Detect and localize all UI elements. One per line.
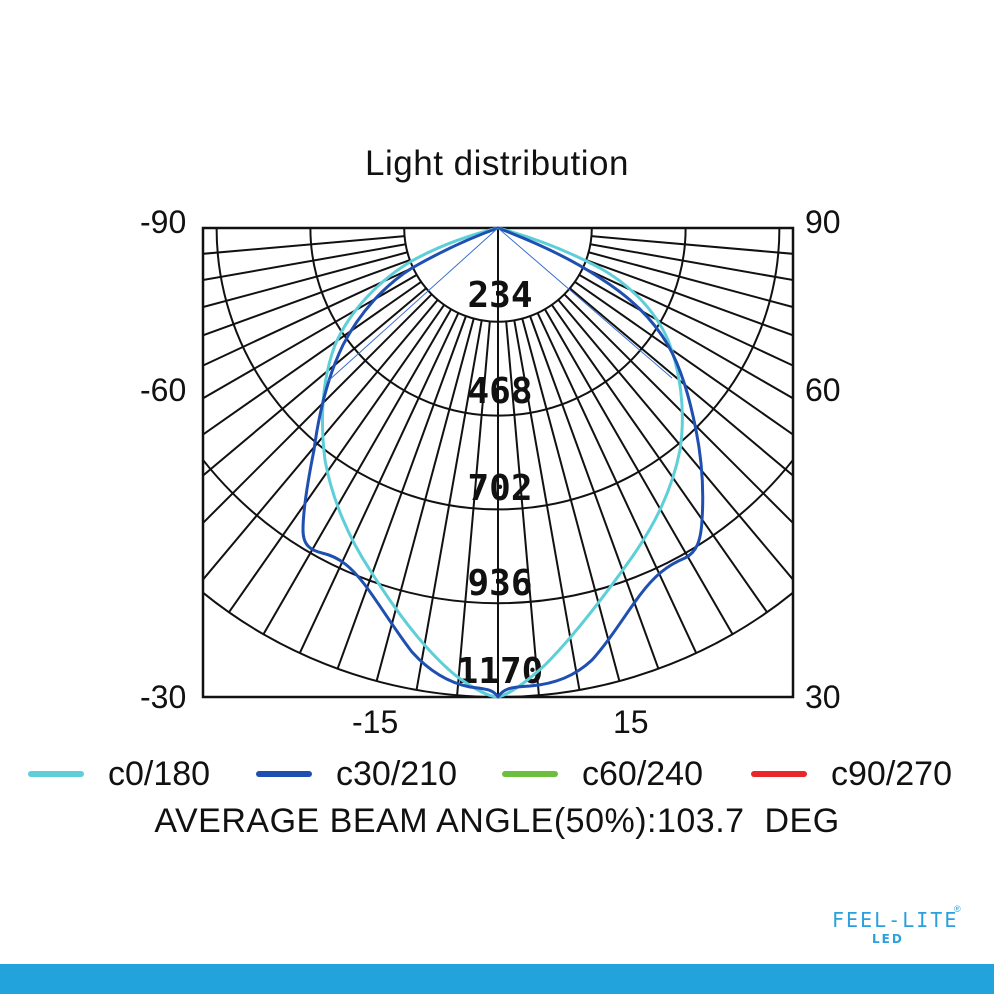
- axis-label-left-60: -60: [140, 372, 187, 408]
- legend-item-c60-240: c60/240: [502, 754, 703, 794]
- axis-label-bottom-neg15: -15: [352, 704, 399, 740]
- ring-label-702: 702: [467, 468, 532, 509]
- brand-logo: FEEL-LITE ® LED: [832, 904, 962, 950]
- beam-angle-annotation: AVERAGE BEAM ANGLE(50%):103.7 DEG: [154, 802, 840, 840]
- ring-label-468: 468: [467, 371, 532, 412]
- legend-swatch-c0-180: [28, 771, 84, 777]
- chart-title: Light distribution: [365, 144, 629, 183]
- legend-swatch-c60-240: [502, 771, 558, 777]
- legend-item-c0-180: c0/180: [28, 754, 210, 794]
- legend-item-c90-270: c90/270: [751, 754, 952, 794]
- logo-text: FEEL-LITE: [832, 908, 959, 932]
- axis-label-right-60: 60: [805, 372, 841, 408]
- curve-c30-210: [301, 226, 705, 699]
- thin-reference-lines: [326, 227, 673, 383]
- legend-swatch-c90-270: [751, 771, 807, 777]
- series-c30-210: [301, 226, 705, 699]
- axis-label-left-30: -30: [140, 679, 187, 715]
- axis-label-left-90: -90: [140, 204, 187, 240]
- polar-grid: [203, 228, 793, 697]
- legend-item-c30-210: c30/210: [256, 754, 457, 794]
- ring-label-234: 234: [467, 275, 532, 316]
- ring-label-936: 936: [467, 563, 532, 604]
- legend-label: c90/270: [831, 754, 952, 793]
- bottom-bar: [0, 964, 994, 994]
- axis-label-right-30: 30: [805, 679, 841, 715]
- legend-swatch-c30-210: [256, 771, 312, 777]
- legend-label: c60/240: [582, 754, 703, 793]
- axis-label-bottom-15: 15: [613, 704, 649, 740]
- legend-label: c30/210: [336, 754, 457, 793]
- logo-subtext: LED: [872, 932, 904, 946]
- legend-label: c0/180: [108, 754, 211, 793]
- legend: c0/180 c30/210 c60/240 c90/270: [0, 754, 994, 794]
- registered-mark-icon: ®: [954, 904, 961, 914]
- axis-label-right-90: 90: [805, 204, 841, 240]
